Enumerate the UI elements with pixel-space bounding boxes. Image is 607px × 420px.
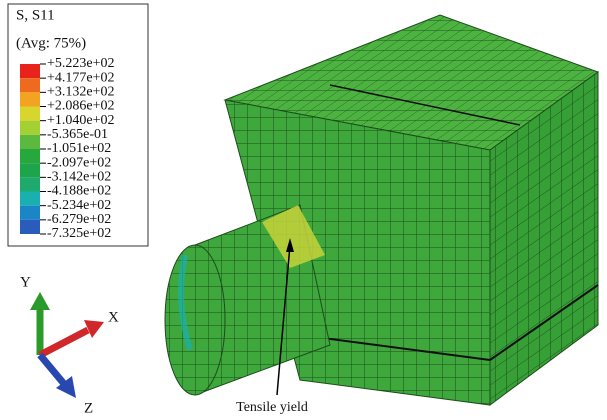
canvas: S, S11 (Avg: 75%) +5.223e+02+4.177e+02+3… (0, 0, 607, 420)
color-band (20, 163, 40, 177)
color-band (20, 121, 40, 135)
legend-label: -3.142e+02 (47, 170, 111, 185)
legend-label: +1.040e+02 (47, 113, 115, 128)
legend: +5.223e+02+4.177e+02+3.132e+02+2.086e+02… (20, 56, 115, 241)
legend-label: +2.086e+02 (47, 99, 115, 114)
color-band (20, 149, 40, 163)
axis-label: X (108, 309, 119, 325)
legend-label: +4.177e+02 (47, 70, 115, 85)
color-band (20, 135, 40, 149)
screenshot: S, S11 (Avg: 75%) +5.223e+02+4.177e+02+3… (0, 0, 607, 420)
color-band (20, 107, 40, 121)
legend-label: -1.051e+02 (47, 141, 111, 156)
model (165, 15, 598, 405)
annotation: Tensile yield (236, 400, 308, 415)
legend-title: S, S11 (16, 7, 55, 23)
axis-label: Y (20, 274, 31, 290)
legend-label: +3.132e+02 (47, 85, 115, 100)
legend-subtitle: (Avg: 75%) (16, 35, 86, 51)
color-band (20, 177, 40, 191)
color-band (20, 78, 40, 92)
legend-label: -2.097e+02 (47, 155, 111, 170)
color-band (20, 192, 40, 206)
legend-label: -7.325e+02 (47, 226, 111, 241)
legend-label: -5.365e-01 (47, 127, 108, 142)
legend-label: +5.223e+02 (47, 56, 115, 71)
axis-label: Z (84, 400, 93, 416)
legend-label: -6.279e+02 (47, 212, 111, 227)
legend-label: -5.234e+02 (47, 198, 111, 213)
color-band (20, 92, 40, 106)
triad: Y X Z (20, 274, 119, 416)
color-band (20, 220, 40, 234)
legend-label: -4.188e+02 (47, 184, 111, 199)
color-band (20, 64, 40, 78)
color-band (20, 206, 40, 220)
